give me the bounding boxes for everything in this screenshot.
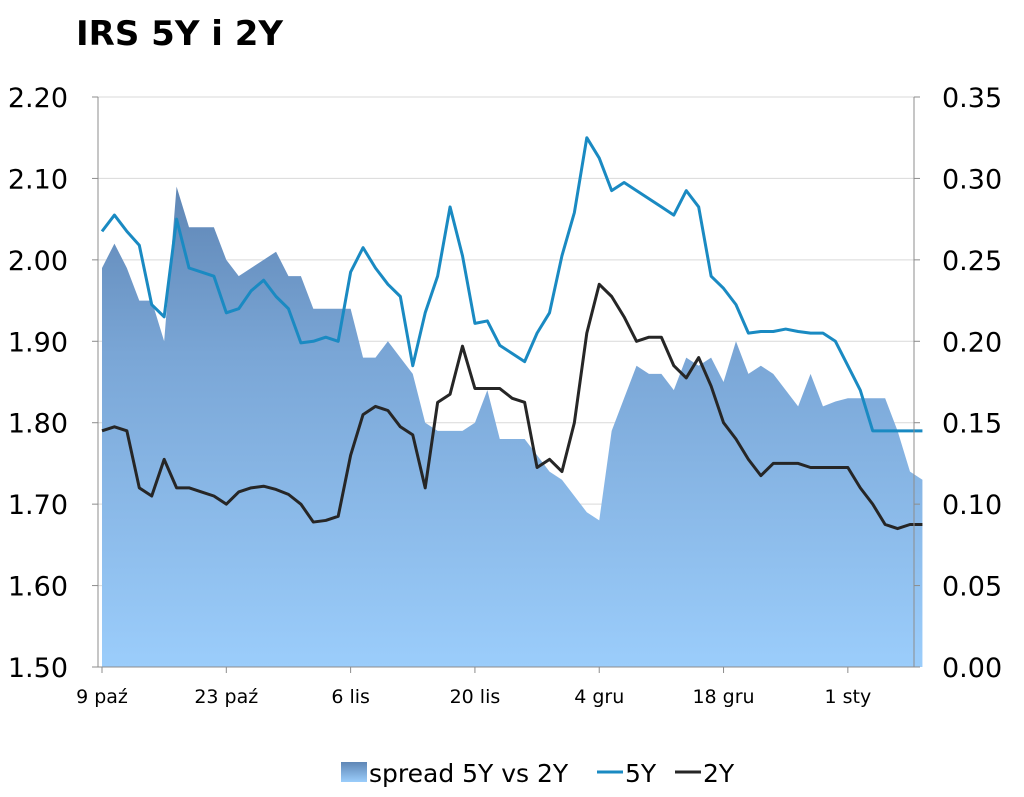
tick-label-left: 1.70 (8, 490, 68, 521)
tick-label-x: 4 gru (574, 686, 624, 708)
tick-label-x: 6 lis (331, 686, 370, 708)
series-line-2y (101, 282, 923, 531)
tick-label-left: 2.20 (8, 83, 68, 114)
tick-label-left: 2.10 (8, 164, 68, 195)
tick-label-left: 1.60 (8, 572, 68, 603)
tick-label-right: 0.15 (942, 409, 1002, 440)
tick-label-x: 18 gru (692, 686, 754, 708)
legend: spread 5Y vs 2Y 5Y 2Y (341, 759, 735, 788)
tick-label-right: 0.00 (942, 653, 1002, 684)
legend-label-5y: 5Y (625, 759, 657, 788)
tick-label-x: 20 lis (450, 686, 501, 708)
legend-label-spread: spread 5Y vs 2Y (369, 759, 569, 788)
tick-label-x: 1 sty (824, 686, 871, 708)
lines-layer (100, 136, 923, 531)
series-spread-area (102, 186, 923, 668)
tick-label-right: 0.30 (942, 164, 1002, 195)
spread-area-layer (102, 186, 923, 668)
tick-label-left: 2.00 (8, 246, 68, 277)
tick-label-right: 0.35 (942, 83, 1002, 114)
tick-label-x: 9 paź (76, 686, 128, 708)
tick-labels: 1.50 1.60 1.70 1.80 1.90 2.00 2.10 2.20 0.00 0.05… (8, 83, 1002, 708)
tick-label-left: 1.90 (8, 327, 68, 358)
series-line-5y (100, 136, 923, 433)
tick-label-left: 1.50 (8, 653, 68, 684)
tick-label-left: 1.80 (8, 409, 68, 440)
tick-label-right: 0.20 (942, 327, 1002, 358)
legend-label-2y: 2Y (703, 759, 735, 788)
tick-label-right: 0.25 (942, 246, 1002, 277)
legend-swatch-spread (341, 762, 367, 782)
tick-label-x: 23 paź (194, 686, 258, 708)
axes (92, 96, 920, 673)
tick-label-right: 0.05 (942, 572, 1002, 603)
tick-label-right: 0.10 (942, 490, 1002, 521)
chart-title: IRS 5Y i 2Y (76, 14, 284, 54)
